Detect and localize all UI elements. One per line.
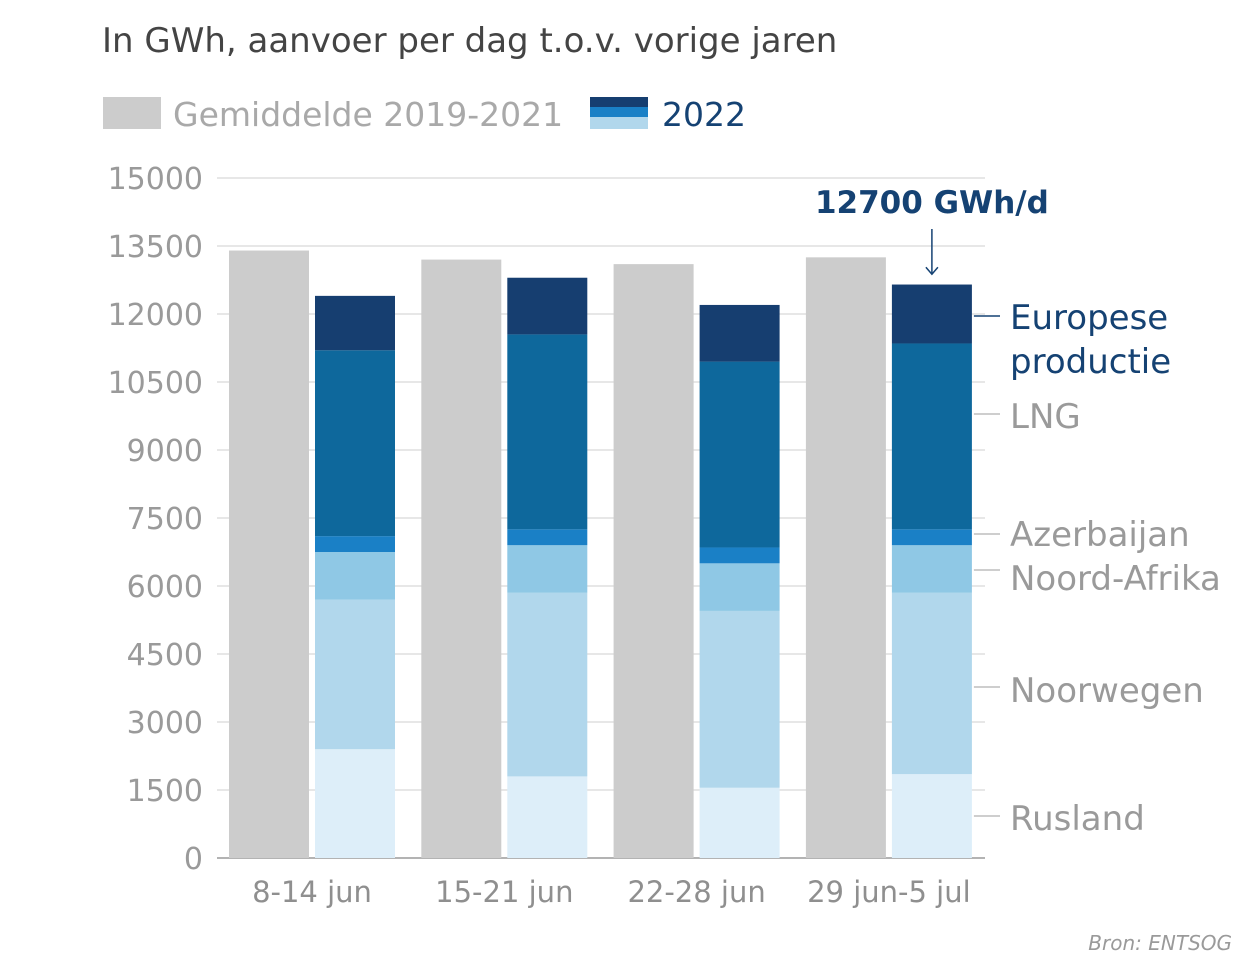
series-label-rusland: Rusland <box>1010 799 1145 839</box>
bar-average <box>229 250 309 859</box>
bar-segment-noord-afrika <box>699 563 780 611</box>
bar-segment-europese-productie <box>699 304 780 362</box>
y-tick-label: 12000 <box>108 298 203 333</box>
x-tick-label: 22-28 jun <box>627 875 765 909</box>
y-tick-label: 4500 <box>127 638 203 673</box>
legend-label-2022: 2022 <box>662 95 746 134</box>
bar-segment-lng <box>699 361 780 548</box>
legend-swatch-2022-light <box>590 117 648 129</box>
bar-segment-azerbaijan <box>891 529 972 546</box>
bar-average <box>805 257 886 858</box>
y-tick-label: 13500 <box>108 230 203 265</box>
bar-segment-noord-afrika <box>891 545 972 593</box>
x-tick-label: 8-14 jun <box>252 875 372 909</box>
annotation: 12700 GWh/d <box>815 185 1049 276</box>
y-axis: 0 1500 3000 4500 6000 7500 9000 10500 12000 13500… <box>108 162 203 877</box>
bar-segment-lng <box>507 334 588 530</box>
bar-segment-noorwegen <box>699 610 780 788</box>
annotation-arrow-head <box>925 266 939 276</box>
bar-segment-noord-afrika <box>507 545 588 593</box>
bar-segment-noorwegen <box>315 599 395 750</box>
legend-swatch-2022-dark <box>590 97 648 107</box>
bar-segment-rusland <box>507 776 588 858</box>
x-tick-label: 15-21 jun <box>435 875 573 909</box>
bar-segment-europese-productie <box>891 284 972 344</box>
bar-segment-rusland <box>315 749 395 858</box>
y-tick-label: 9000 <box>127 434 203 469</box>
legend: Gemiddelde 2019-2021 2022 <box>103 95 746 134</box>
bar-segment-azerbaijan <box>699 547 780 564</box>
bar-segment-rusland <box>699 787 780 858</box>
bar-segment-rusland <box>891 774 972 858</box>
bar-segment-europese-productie <box>315 295 395 351</box>
bar-segment-azerbaijan <box>315 536 395 552</box>
series-label-azerbaijan: Azerbaijan <box>1010 515 1190 555</box>
legend-swatch-2022 <box>590 97 648 129</box>
x-axis: 8-14 jun 15-21 jun 22-28 jun 29 jun-5 jul <box>252 875 971 909</box>
bar-segment-azerbaijan <box>507 529 588 546</box>
bars <box>229 250 972 859</box>
legend-swatch-2022-mid <box>590 107 648 117</box>
bar-segment-noord-afrika <box>315 552 395 600</box>
series-label-europese-productie: Europese productie <box>1010 298 1171 382</box>
legend-swatch-average <box>103 97 161 129</box>
chart-subtitle: In GWh, aanvoer per dag t.o.v. vorige ja… <box>102 21 837 61</box>
source-note: Bron: ENTSOG <box>1088 931 1232 955</box>
annotation-total: 12700 GWh/d <box>815 185 1049 221</box>
y-tick-label: 3000 <box>127 706 203 741</box>
bar-segment-noorwegen <box>507 592 588 777</box>
bar-average <box>421 259 502 859</box>
series-label-noorwegen: Noorwegen <box>1010 671 1204 711</box>
bar-segment-europese-productie <box>507 277 588 335</box>
bar-segment-noorwegen <box>891 592 972 775</box>
y-tick-label: 7500 <box>127 502 203 537</box>
legend-label-average: Gemiddelde 2019-2021 <box>173 95 563 134</box>
series-label-noord-afrika: Noord-Afrika <box>1010 559 1221 599</box>
y-tick-label: 0 <box>184 842 203 877</box>
y-tick-label: 1500 <box>127 774 203 809</box>
y-tick-label: 15000 <box>108 162 203 197</box>
y-tick-label: 6000 <box>127 570 203 605</box>
bar-average <box>613 264 694 859</box>
bar-segment-lng <box>315 350 395 537</box>
y-tick-label: 10500 <box>108 366 203 401</box>
bar-segment-lng <box>891 343 972 530</box>
series-label-lng: LNG <box>1010 397 1081 437</box>
x-tick-label: 29 jun-5 jul <box>807 875 971 909</box>
